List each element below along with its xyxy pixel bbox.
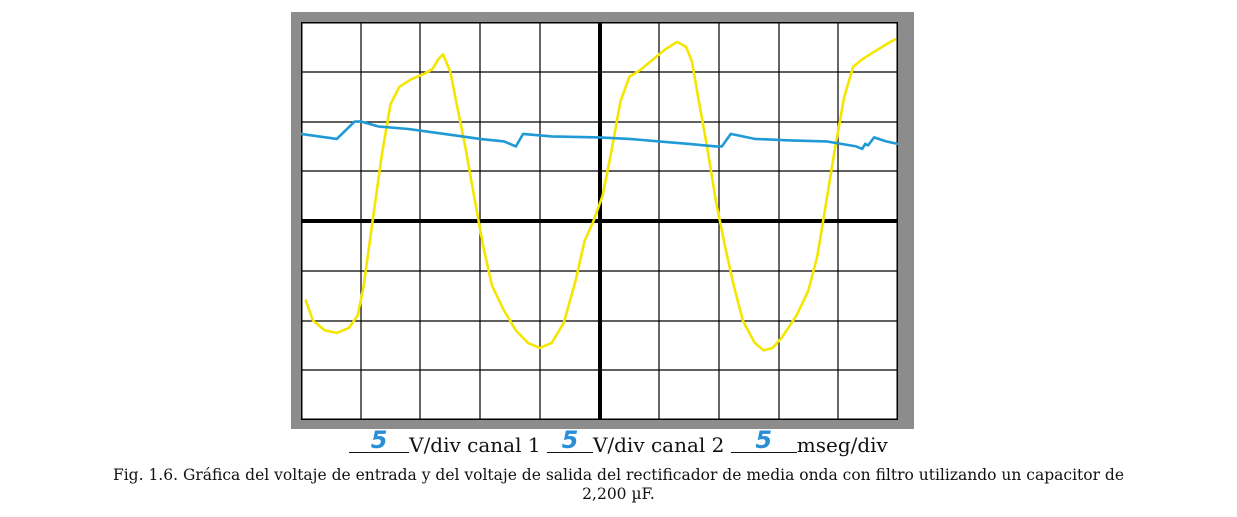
- time-base-field: 5: [730, 426, 797, 454]
- ch2-volts-field: 5: [546, 426, 593, 454]
- oscilloscope-screen: [301, 22, 898, 420]
- ch2-volts-value: 5: [561, 426, 579, 454]
- time-base-label: mseg/div: [796, 433, 888, 457]
- ch1-volts-field: 5: [349, 426, 410, 454]
- caption-line-1: Fig. 1.6. Gráfica del voltaje de entrada…: [112, 466, 1125, 484]
- ch2-volts-label: V/div canal 2: [592, 433, 725, 457]
- output-trace: [301, 120, 898, 151]
- caption-line-2: 2,200 µF.: [582, 485, 655, 503]
- ch1-volts-value: 5: [370, 426, 388, 454]
- ch1-volts-label: V/div canal 1: [409, 433, 541, 457]
- scope-settings: 5 V/div canal 1 5 V/div canal 2 5 mseg/div: [0, 426, 1237, 460]
- time-base-value: 5: [755, 426, 773, 454]
- input-trace: [304, 38, 897, 352]
- figure-caption: Fig. 1.6. Gráfica del voltaje de entrada…: [0, 466, 1237, 504]
- traces: [301, 38, 898, 352]
